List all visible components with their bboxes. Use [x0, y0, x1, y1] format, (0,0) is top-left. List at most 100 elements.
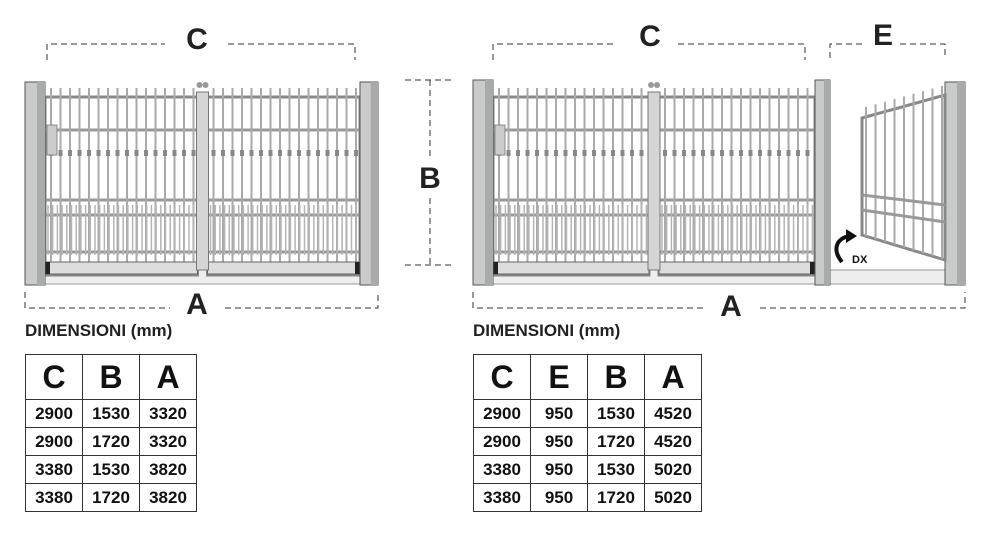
collar — [525, 150, 530, 156]
dim-label: C — [639, 20, 661, 53]
row: 2900 950 1720 4520 — [473, 427, 702, 456]
gate-drawings: C B A C E A DX — [24, 19, 966, 320]
cell: 2900 — [25, 427, 83, 456]
bottom-rail — [207, 261, 361, 275]
collar — [563, 150, 568, 156]
cell: 5020 — [644, 483, 702, 512]
center-post — [196, 91, 209, 271]
collar — [316, 150, 320, 156]
cell: 2900 — [473, 427, 531, 456]
collar — [278, 150, 282, 156]
collar — [325, 150, 330, 156]
dim-label: A — [720, 290, 742, 320]
post-shade — [37, 82, 45, 285]
opening-label: DX — [852, 254, 868, 266]
rail — [861, 208, 946, 224]
dim-label: B — [419, 162, 441, 195]
collar — [506, 150, 511, 156]
dim-line — [46, 43, 165, 60]
collar — [153, 150, 158, 156]
collar — [191, 150, 196, 156]
collar — [106, 150, 110, 156]
cell: 3820 — [139, 483, 197, 512]
dim-line — [228, 43, 356, 60]
collar — [739, 150, 743, 156]
collar — [249, 150, 254, 156]
collar — [96, 150, 101, 156]
post-shade — [957, 82, 965, 285]
collar — [230, 150, 235, 156]
collar — [240, 150, 244, 156]
collar — [68, 150, 72, 156]
collar — [58, 150, 63, 156]
header-cell: A — [644, 354, 702, 400]
motor — [46, 124, 58, 156]
collar — [729, 150, 734, 156]
cell: 3320 — [139, 427, 197, 456]
collar — [582, 150, 587, 156]
collar — [306, 150, 311, 156]
collar — [125, 150, 129, 156]
collar — [344, 150, 349, 156]
dimension-table: C B A 2900 1530 3320 2900 1720 3320 3380 1530 3820 3… — [25, 354, 197, 512]
collar — [682, 150, 686, 156]
cell: 950 — [530, 399, 588, 428]
row: 2900 950 1530 4520 — [473, 399, 702, 428]
collar — [87, 150, 91, 156]
cell: 4520 — [644, 399, 702, 428]
collar — [663, 150, 667, 156]
cell: 1530 — [82, 399, 140, 428]
collar — [221, 150, 225, 156]
bottom-rail — [492, 261, 650, 275]
row: 2900 1720 3320 — [25, 427, 197, 456]
cell: 3320 — [139, 399, 197, 428]
cell: 1530 — [587, 455, 645, 484]
cell: 3380 — [25, 455, 83, 484]
collar — [211, 150, 216, 156]
row: 2900 1530 3320 — [25, 399, 197, 428]
dim-line — [900, 43, 946, 58]
table-caption: DIMENSIONI (mm) — [25, 321, 173, 340]
collar — [268, 150, 273, 156]
collar — [767, 150, 772, 156]
collar — [134, 150, 139, 156]
cell: 5020 — [644, 455, 702, 484]
collar — [573, 150, 577, 156]
collar — [758, 150, 762, 156]
header-cell: B — [587, 354, 645, 400]
post-shade — [824, 80, 830, 285]
dim-line — [760, 292, 966, 309]
dimension-lines — [24, 43, 966, 309]
collar — [720, 150, 724, 156]
dimension-table: C E B A 2900 950 1530 4520 2900 950 1720 4520 3380 95… — [473, 354, 702, 512]
rail — [861, 193, 946, 207]
collar — [786, 150, 791, 156]
cell: 2900 — [25, 399, 83, 428]
cell: 1530 — [82, 455, 140, 484]
collar — [796, 150, 800, 156]
cell: 3820 — [139, 455, 197, 484]
dim-line — [24, 292, 170, 309]
cell: 1720 — [587, 427, 645, 456]
dim-line — [492, 43, 615, 60]
bottom-rail — [658, 261, 816, 275]
dim-line — [829, 43, 865, 58]
collar — [592, 150, 596, 156]
cell: 950 — [530, 483, 588, 512]
collar — [287, 150, 292, 156]
collar — [611, 150, 615, 156]
collar — [297, 150, 301, 156]
collar — [163, 150, 167, 156]
collar — [115, 150, 120, 156]
header-cell: C — [473, 354, 531, 400]
header-cell: A — [139, 354, 197, 400]
dim-line — [472, 292, 705, 309]
cell: 4520 — [644, 427, 702, 456]
opening-arrow-head — [846, 229, 857, 243]
post-shade — [370, 82, 378, 285]
cell: 950 — [530, 455, 588, 484]
cell: 1720 — [82, 427, 140, 456]
collar — [805, 150, 810, 156]
